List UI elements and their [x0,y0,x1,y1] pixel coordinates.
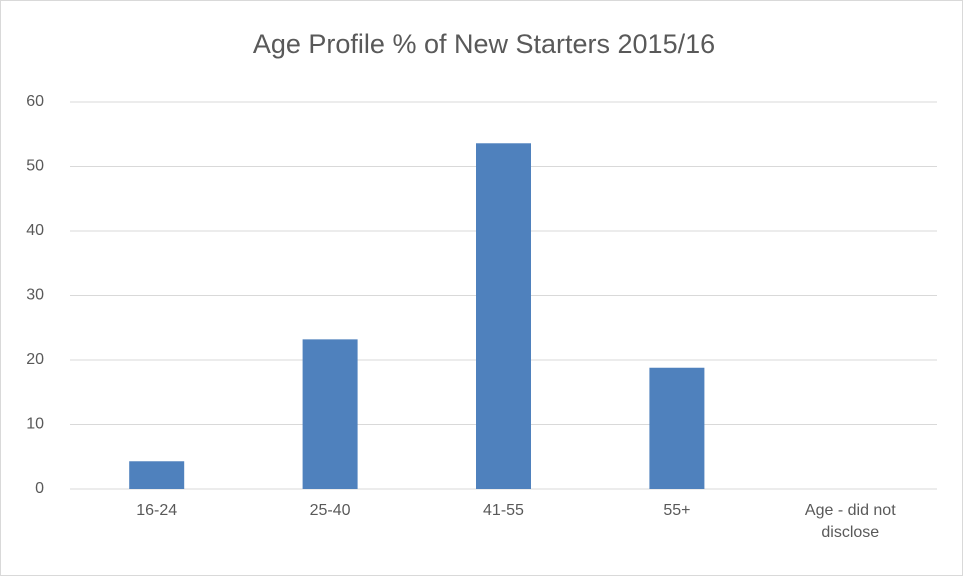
y-tick-label: 10 [26,416,44,433]
x-tick-label: 25-40 [309,502,351,519]
x-tick-label: Age - did not disclose [804,502,896,541]
y-tick-label: 60 [26,93,44,110]
x-tick-label-box: 41-55 [483,502,524,519]
bar [129,461,185,489]
x-tick-label-box: 55+ [663,502,691,519]
x-tick-label: 41-55 [483,502,524,519]
chart-title: Age Profile % of New Starters 2015/16 [253,29,715,59]
x-tick-label-box: 16-24 [136,502,178,519]
y-tick-label: 30 [26,287,44,304]
y-tick-label: 40 [26,222,44,239]
y-tick-label: 50 [26,158,44,175]
x-tick-label: 55+ [663,502,691,519]
bar [476,143,531,489]
x-tick-label-box: 25-40 [309,502,351,519]
x-tick-label: 16-24 [136,502,178,519]
x-tick-label-box: Age - did not disclose [804,502,896,541]
y-tick-label: 20 [26,351,44,368]
y-tick-label: 0 [35,480,44,497]
bar [649,367,705,489]
bar [302,339,358,489]
